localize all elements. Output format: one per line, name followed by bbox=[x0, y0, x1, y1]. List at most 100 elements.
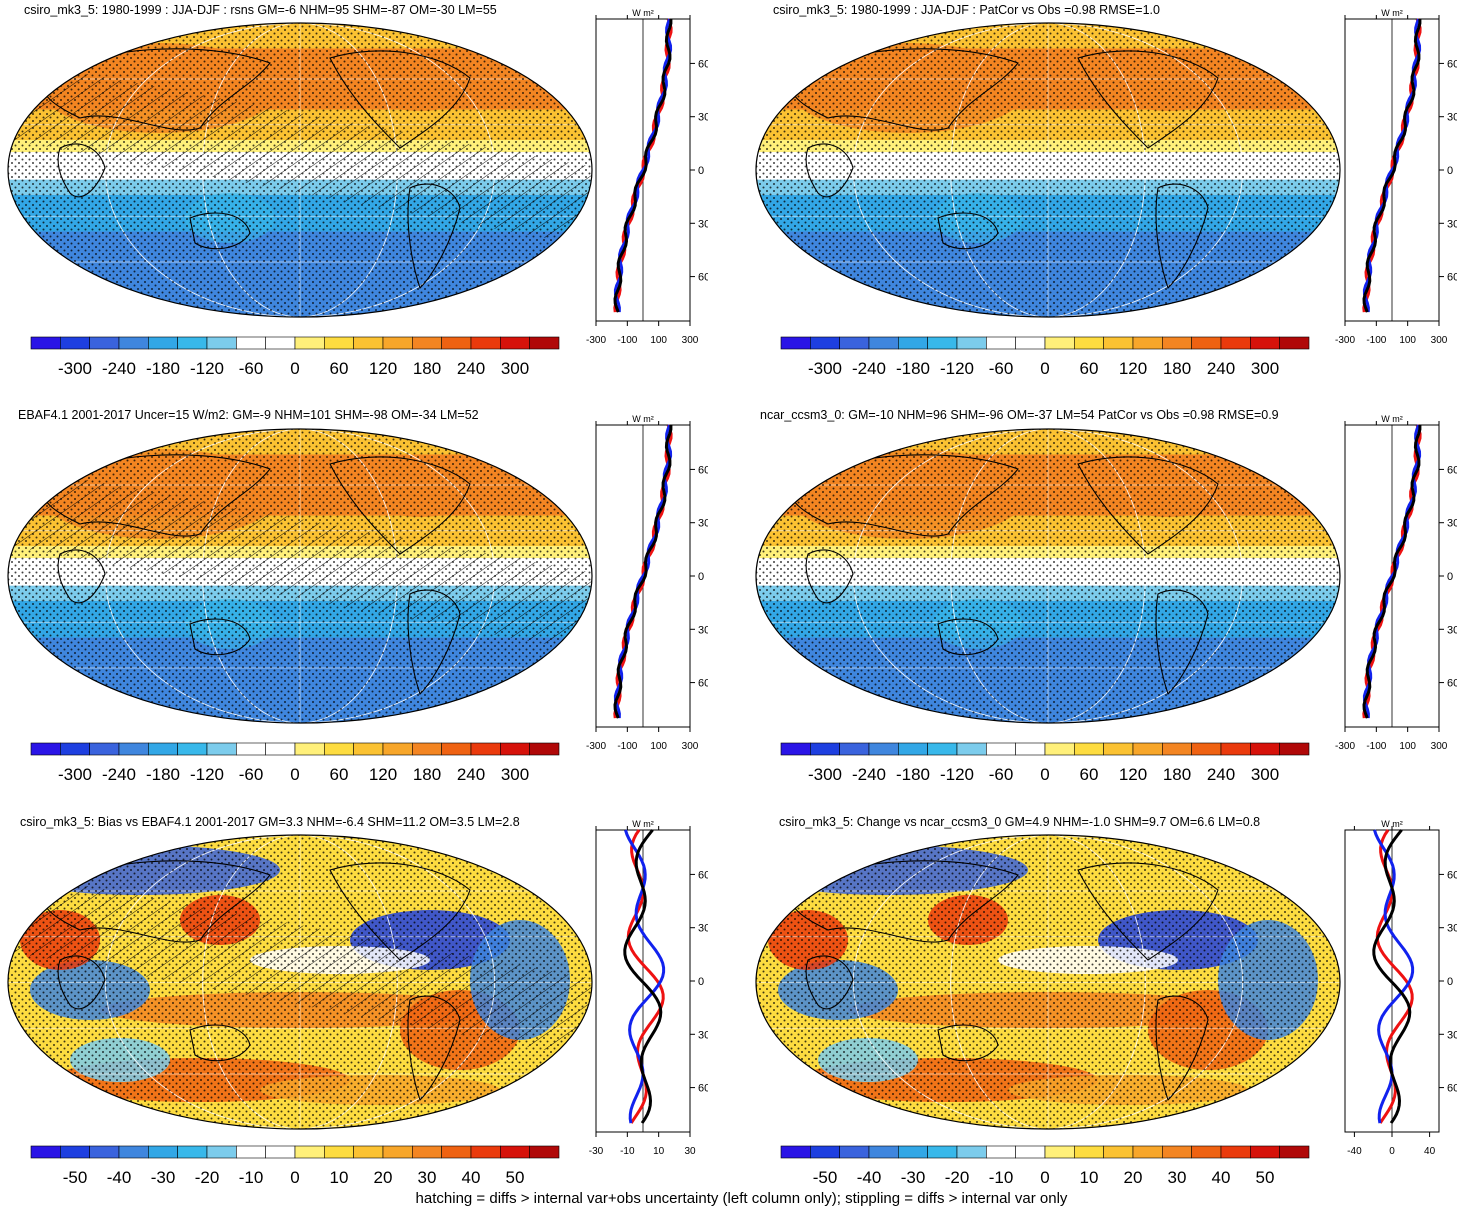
colorbar-swatch bbox=[236, 742, 266, 756]
colorbar-swatch bbox=[118, 742, 149, 756]
colorbar-swatch bbox=[265, 1145, 296, 1159]
colorbar-swatch bbox=[470, 336, 501, 350]
colorbar-label: 300 bbox=[501, 359, 529, 378]
colorbar-swatch bbox=[206, 336, 237, 350]
colorbar-label: 300 bbox=[1251, 359, 1279, 378]
colorbar-label: 60 bbox=[1080, 359, 1099, 378]
colorbar-swatch bbox=[177, 336, 208, 350]
colorbar-label: 300 bbox=[1251, 765, 1279, 784]
colorbar-swatch bbox=[839, 336, 870, 350]
colorbar-swatch bbox=[1279, 336, 1310, 350]
x-tick-label: 300 bbox=[1431, 741, 1448, 752]
colorbar-swatch bbox=[148, 1145, 178, 1159]
x-tick-label: -30 bbox=[589, 1146, 604, 1157]
units-label: W m² bbox=[1381, 8, 1403, 18]
x-tick-label: -300 bbox=[586, 335, 606, 346]
colorbar-swatch bbox=[898, 1145, 928, 1159]
colorbar-swatch bbox=[1162, 336, 1192, 350]
colorbar-swatch bbox=[500, 1145, 530, 1159]
zonal-mean-plot: W m² 60N 30N 0 30S 60S -300 -100 100 300 bbox=[586, 8, 708, 346]
colorbar-swatch bbox=[353, 336, 384, 350]
colorbar-swatch bbox=[1132, 336, 1163, 350]
x-tick-label: 100 bbox=[650, 335, 667, 346]
colorbar-swatch bbox=[1220, 336, 1251, 350]
colorbar-label: -10 bbox=[989, 1168, 1014, 1187]
colorbar-swatch bbox=[236, 1145, 266, 1159]
panel-title: csiro_mk3_5: 1980-1999 : JJA-DJF : PatCo… bbox=[773, 3, 1160, 17]
colorbar-swatch bbox=[780, 742, 811, 756]
y-tick-label: 30S bbox=[1447, 624, 1457, 636]
y-tick-label: 30S bbox=[698, 218, 708, 230]
y-tick-label: 30N bbox=[1447, 923, 1457, 935]
colorbar-swatch bbox=[382, 336, 413, 350]
colorbar-label: 60 bbox=[330, 765, 349, 784]
colorbar-label: 40 bbox=[1212, 1168, 1231, 1187]
x-tick-label: 300 bbox=[1431, 335, 1448, 346]
colorbar-swatch bbox=[148, 336, 178, 350]
y-tick-label: 0 bbox=[698, 165, 704, 177]
colorbar-swatch bbox=[1250, 742, 1280, 756]
panel-title: csiro_mk3_5: Bias vs EBAF4.1 2001-2017 G… bbox=[20, 815, 520, 829]
colorbar-label: -120 bbox=[190, 359, 224, 378]
colorbar-label: 180 bbox=[1163, 359, 1191, 378]
colorbar-label: 240 bbox=[457, 765, 485, 784]
y-tick-label: 0 bbox=[1447, 976, 1453, 988]
colorbar-label: -300 bbox=[808, 765, 842, 784]
colorbar-swatch bbox=[89, 336, 120, 350]
colorbar-swatch bbox=[1191, 1145, 1222, 1159]
colorbar-label: 120 bbox=[1119, 359, 1147, 378]
y-tick-label: 30N bbox=[1447, 518, 1457, 530]
colorbar-label: -300 bbox=[58, 765, 92, 784]
colorbar-swatch bbox=[927, 336, 958, 350]
colorbar-swatch bbox=[986, 336, 1016, 350]
y-tick-label: 30N bbox=[698, 112, 708, 124]
units-label: W m² bbox=[1381, 414, 1403, 424]
y-tick-label: 30S bbox=[1447, 1029, 1457, 1041]
x-tick-label: -300 bbox=[586, 741, 606, 752]
map bbox=[7, 428, 593, 724]
colorbar-label: -240 bbox=[102, 765, 136, 784]
map bbox=[755, 428, 1341, 724]
colorbar-swatch bbox=[1103, 742, 1134, 756]
colorbar-swatch bbox=[956, 336, 987, 350]
colorbar-swatch bbox=[529, 1145, 560, 1159]
colorbar-swatch bbox=[353, 742, 384, 756]
colorbar-label: 10 bbox=[1080, 1168, 1099, 1187]
colorbar-swatch bbox=[118, 1145, 149, 1159]
colorbar-swatch bbox=[1220, 742, 1251, 756]
zonal-line bbox=[1372, 829, 1412, 1124]
colorbar-swatch bbox=[1250, 1145, 1280, 1159]
x-tick-label: 100 bbox=[1399, 335, 1416, 346]
colorbar-label: -30 bbox=[151, 1168, 176, 1187]
colorbar-swatch bbox=[839, 742, 870, 756]
colorbar-swatch bbox=[1132, 1145, 1163, 1159]
colorbar-swatch bbox=[1103, 1145, 1134, 1159]
x-tick-label: -100 bbox=[617, 335, 637, 346]
colorbar-swatch bbox=[294, 1145, 325, 1159]
colorbar-swatch bbox=[1132, 742, 1163, 756]
colorbar-label: -50 bbox=[63, 1168, 88, 1187]
panel-title: EBAF4.1 2001-2017 Uncer=15 W/m2: GM=-9 N… bbox=[18, 408, 479, 422]
colorbar-swatch bbox=[441, 336, 472, 350]
colorbar-label: -300 bbox=[808, 359, 842, 378]
colorbar-swatch bbox=[353, 1145, 384, 1159]
colorbar-swatch bbox=[500, 336, 530, 350]
y-tick-label: 60N bbox=[1447, 464, 1457, 476]
colorbar-label: 20 bbox=[1124, 1168, 1143, 1187]
colorbar: -300 -240 -180 -120 -60 0 60 120 180 240 300 bbox=[780, 742, 1310, 784]
colorbar: -300 -240 -180 -120 -60 0 60 120 180 240 300 bbox=[780, 336, 1310, 378]
colorbar-label: -20 bbox=[945, 1168, 970, 1187]
colorbar-swatch bbox=[1220, 1145, 1251, 1159]
colorbar-label: 40 bbox=[462, 1168, 481, 1187]
colorbar-swatch bbox=[956, 742, 987, 756]
colorbar-label: -300 bbox=[58, 359, 92, 378]
colorbar: -300 -240 -180 -120 -60 0 60 120 180 240 300 bbox=[30, 336, 560, 378]
colorbar-label: 240 bbox=[1207, 765, 1235, 784]
x-tick-label: -300 bbox=[1335, 335, 1355, 346]
units-label: W m² bbox=[1381, 819, 1403, 829]
y-tick-label: 30N bbox=[698, 923, 708, 935]
colorbar-label: -120 bbox=[940, 359, 974, 378]
colorbar-swatch bbox=[500, 742, 530, 756]
colorbar-swatch bbox=[470, 1145, 501, 1159]
x-tick-label: -100 bbox=[1366, 335, 1386, 346]
